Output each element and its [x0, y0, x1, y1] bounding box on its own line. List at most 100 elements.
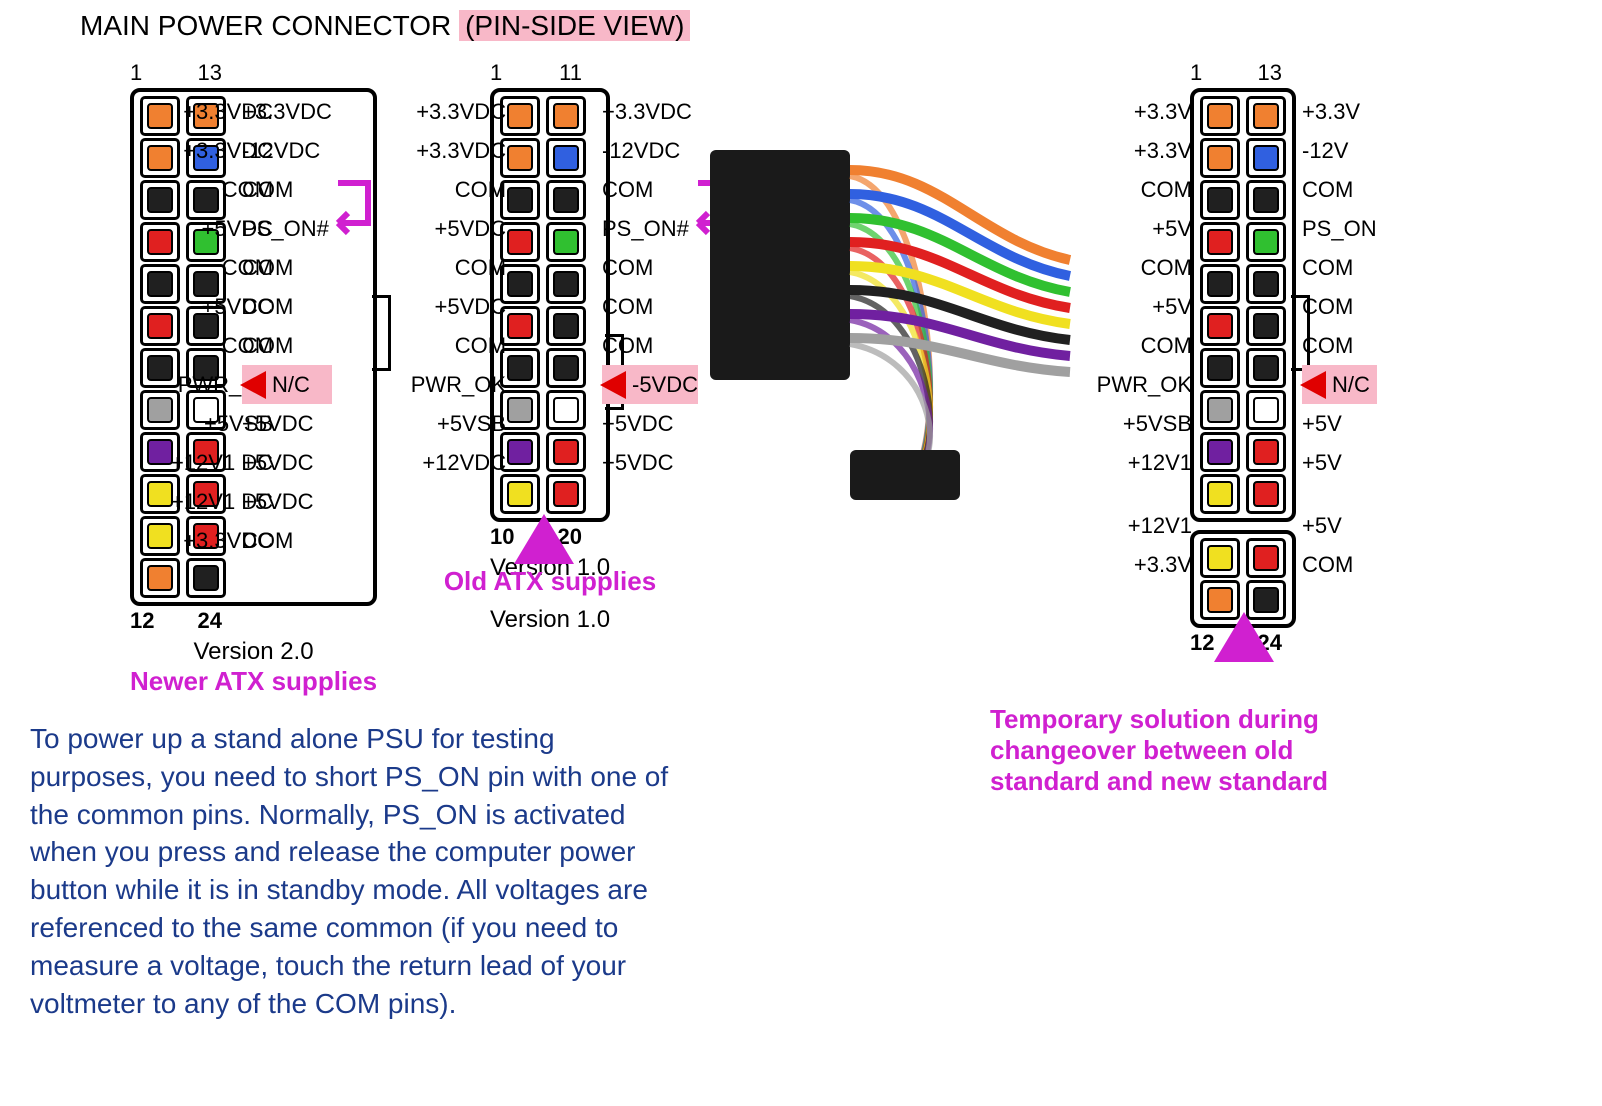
pin	[1246, 264, 1286, 304]
pin-label: -12VDC	[602, 131, 698, 170]
pin	[1246, 474, 1286, 514]
pin-label: COM	[242, 287, 332, 326]
pin-num: 1	[490, 60, 502, 86]
pin-label: PWR_OK	[1097, 365, 1192, 404]
pin-label: +5VSB	[411, 404, 506, 443]
pin-label: PS_ON#	[242, 209, 332, 248]
pin-label: +12V1	[1097, 506, 1192, 545]
pin-label: COM	[242, 248, 332, 287]
pin	[1246, 390, 1286, 430]
pin	[186, 558, 226, 598]
pin-label: COM	[1097, 170, 1192, 209]
connector-temp: 1131224+3.3V+3.3VCOM+5VCOM+5VCOMPWR_OK+5…	[1190, 60, 1296, 656]
subtitle: Temporary solution during changeover bet…	[990, 704, 1340, 797]
uptriangle-icon	[514, 514, 574, 564]
pin	[1246, 96, 1286, 136]
pin-label: +5VSB	[1097, 404, 1192, 443]
pin	[1200, 348, 1240, 388]
pin	[1200, 306, 1240, 346]
pin	[546, 348, 586, 388]
pin-label: COM	[602, 287, 698, 326]
pin-label: +5V	[1302, 404, 1377, 443]
connector-v1: 1111020Version 1.0+3.3VDC+3.3VDCCOM+5VDC…	[490, 60, 610, 582]
pin-label: N/C	[1302, 365, 1377, 404]
pin-label: +3.3V	[1097, 131, 1192, 170]
pin-num: 13	[198, 60, 222, 86]
pin	[1246, 432, 1286, 472]
pin-label: -12VDC	[242, 131, 332, 170]
pin-label: COM	[1302, 326, 1377, 365]
subtitle: Newer ATX supplies	[130, 666, 377, 697]
pin	[1200, 138, 1240, 178]
pin-label: PWR_OK	[411, 365, 506, 404]
pin-label: COM	[242, 326, 332, 365]
pin	[1246, 180, 1286, 220]
pin-label: COM	[1302, 170, 1377, 209]
pin-label: +5VDC	[242, 482, 332, 521]
title-view: (PIN-SIDE VIEW)	[459, 10, 690, 41]
pin-label: +5VDC	[242, 443, 332, 482]
pin-label: +5V	[1097, 287, 1192, 326]
pin-label: +5V	[1302, 443, 1377, 482]
pin-num: 24	[198, 608, 222, 634]
pin	[546, 264, 586, 304]
pin-label: COM	[1302, 545, 1377, 584]
title-main: MAIN POWER CONNECTOR	[80, 10, 451, 41]
pin-label: COM	[411, 326, 506, 365]
connector-v2: 1131224Version 2.0Newer ATX supplies+3.3…	[130, 60, 377, 697]
uptriangle-icon	[1214, 612, 1274, 662]
pin-label: +5VDC	[411, 209, 506, 248]
pin	[1200, 96, 1240, 136]
arrow-icon	[1300, 371, 1326, 399]
pin-num: 1	[130, 60, 142, 86]
pin-label: COM	[1097, 326, 1192, 365]
pin-label: +3.3V	[1302, 92, 1377, 131]
pin-label: COM	[1097, 248, 1192, 287]
pin-label: COM	[602, 248, 698, 287]
pin-label: PS_ON#	[602, 209, 698, 248]
pin	[1246, 306, 1286, 346]
pin	[1200, 180, 1240, 220]
pin	[140, 558, 180, 598]
pin-label: +5VDC	[242, 404, 332, 443]
pin-label: +5V	[1302, 506, 1377, 545]
pin	[1246, 538, 1286, 578]
pin-label: -12V	[1302, 131, 1377, 170]
body-text: To power up a stand alone PSU for testin…	[30, 720, 680, 1022]
pin-label: COM	[411, 170, 506, 209]
version-label: Version 2.0	[130, 638, 377, 666]
pin-label: COM	[242, 521, 332, 560]
pin	[546, 96, 586, 136]
pin	[1200, 264, 1240, 304]
pin	[546, 222, 586, 262]
pin-label: -5VDC	[602, 365, 698, 404]
pin-label: +3.3V	[1097, 545, 1192, 584]
pin	[1200, 390, 1240, 430]
pin-num: 10	[490, 524, 514, 550]
version-label: Version 1.0	[470, 606, 630, 634]
short-hook-icon	[328, 168, 388, 248]
pin-label: COM	[602, 170, 698, 209]
pin-label: +3.3VDC	[602, 92, 698, 131]
connector-shell	[1190, 88, 1296, 522]
pin-label: COM	[602, 326, 698, 365]
pin-label: +3.3V	[1097, 92, 1192, 131]
pin	[1246, 348, 1286, 388]
pin-label: COM	[411, 248, 506, 287]
subtitle: Old ATX supplies	[430, 566, 670, 597]
pin-label: PS_ON	[1302, 209, 1377, 248]
pin-label: COM	[1302, 287, 1377, 326]
pin	[546, 390, 586, 430]
pin-label: +5VDC	[602, 443, 698, 482]
pin	[546, 432, 586, 472]
pin-label: +12VDC	[411, 443, 506, 482]
pin-label: N/C	[242, 365, 332, 404]
pin-label: +5VDC	[602, 404, 698, 443]
pin-num: 12	[1190, 630, 1214, 656]
pin	[546, 306, 586, 346]
pin	[1200, 432, 1240, 472]
pin	[1200, 222, 1240, 262]
pin	[1246, 222, 1286, 262]
pin-label: +3.3VDC	[411, 92, 506, 131]
pin-num: 11	[559, 60, 582, 86]
